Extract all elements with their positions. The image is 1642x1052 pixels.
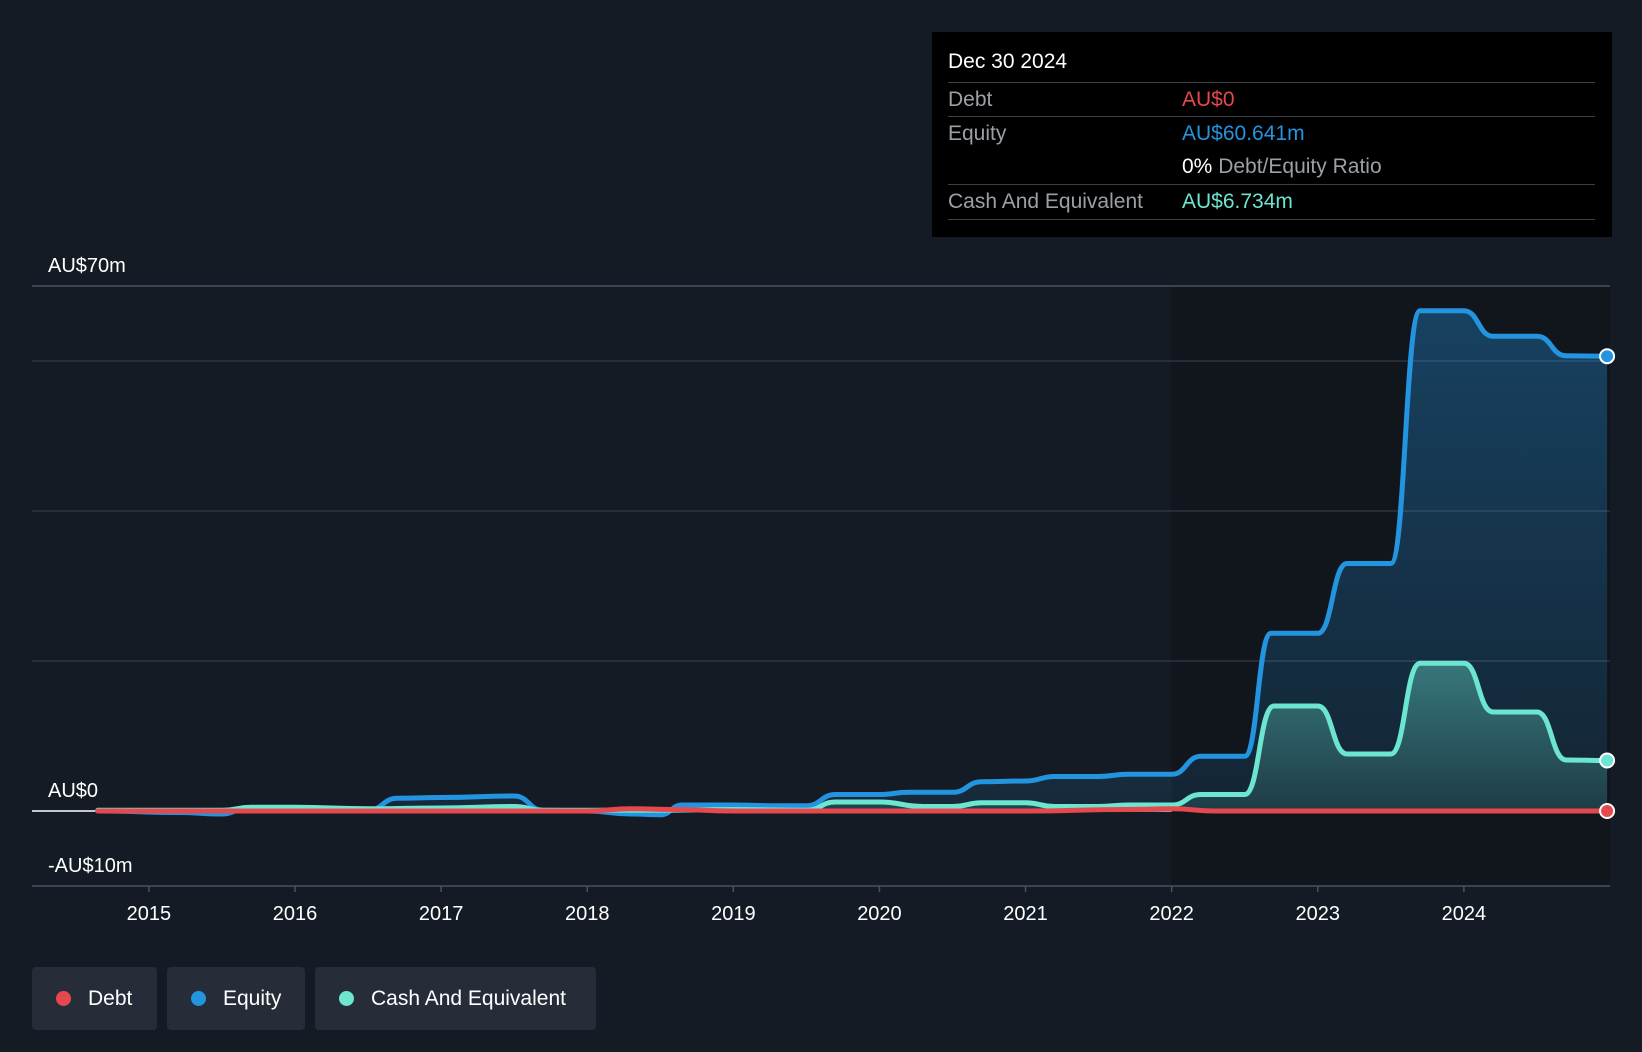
legend-label-debt: Debt bbox=[88, 987, 133, 1010]
series-areas bbox=[97, 310, 1608, 815]
x-tick-label: 2020 bbox=[857, 903, 902, 925]
tooltip-equity-value: AU$60.641m bbox=[1182, 122, 1305, 145]
tooltip-equity-label: Equity bbox=[948, 122, 1007, 145]
tooltip-cash-label: Cash And Equivalent bbox=[948, 190, 1143, 213]
data-tooltip: Dec 30 2024 Debt AU$0 Equity AU$60.641m … bbox=[932, 32, 1612, 237]
grid-lines bbox=[32, 285, 1610, 887]
legend-label-cash: Cash And Equivalent bbox=[371, 987, 566, 1010]
x-tick-label: 2017 bbox=[419, 903, 464, 925]
series-end-markers bbox=[1599, 348, 1616, 819]
tooltip-date: Dec 30 2024 bbox=[948, 50, 1068, 73]
y-tick-label: AU$70m bbox=[48, 255, 126, 277]
equity-line bbox=[95, 308, 1610, 818]
equity-end-marker bbox=[1599, 348, 1616, 365]
cash-and-equivalent-line bbox=[95, 660, 1610, 813]
tooltip-row-ratio: 0% Debt/Equity Ratio bbox=[948, 150, 1595, 184]
x-tick-label: 2018 bbox=[565, 903, 610, 925]
debt-line bbox=[95, 806, 1610, 814]
y-tick-label: -AU$10m bbox=[48, 855, 132, 877]
tooltip-row-debt: Debt AU$0 bbox=[948, 82, 1595, 117]
debt-end-marker bbox=[1599, 803, 1616, 819]
y-axis-labels: AU$70m AU$0 -AU$10m bbox=[48, 255, 132, 877]
tooltip-ratio-label: Debt/Equity Ratio bbox=[1218, 155, 1382, 178]
tooltip-row-equity: Equity AU$60.641m bbox=[948, 116, 1595, 151]
tooltip-cash-value: AU$6.734m bbox=[1182, 190, 1293, 213]
legend-item-equity[interactable]: Equity bbox=[167, 967, 305, 1030]
cash-dot-icon bbox=[339, 991, 354, 1006]
series-lines bbox=[95, 308, 1610, 818]
legend-item-debt[interactable]: Debt bbox=[32, 967, 157, 1030]
y-tick-label: AU$0 bbox=[48, 780, 98, 802]
tooltip-ratio-value: 0% bbox=[1182, 155, 1213, 178]
x-tick-label: 2016 bbox=[273, 903, 318, 925]
debt-dot-icon bbox=[56, 991, 71, 1006]
x-tick-label: 2023 bbox=[1296, 903, 1341, 925]
tooltip-ratio: 0% Debt/Equity Ratio bbox=[1182, 150, 1382, 184]
cash-and-equivalent-end-marker bbox=[1599, 752, 1616, 769]
equity-dot-icon bbox=[191, 991, 206, 1006]
legend-item-cash[interactable]: Cash And Equivalent bbox=[315, 967, 596, 1030]
tooltip-debt-value: AU$0 bbox=[1182, 88, 1235, 111]
tooltip-row-cash: Cash And Equivalent AU$6.734m bbox=[948, 184, 1595, 220]
tooltip-debt-label: Debt bbox=[948, 88, 993, 111]
x-tick-label: 2015 bbox=[127, 903, 172, 925]
x-tick-label: 2024 bbox=[1442, 903, 1487, 925]
legend-label-equity: Equity bbox=[223, 987, 282, 1010]
x-axis-labels: 2015 2016 2017 2018 2019 2020 2021 2022 2023 2024 bbox=[127, 886, 1487, 925]
x-tick-label: 2021 bbox=[1003, 903, 1048, 925]
cash-and-equivalent-area bbox=[97, 663, 1608, 811]
x-tick-label: 2019 bbox=[711, 903, 756, 925]
x-tick-label: 2022 bbox=[1149, 903, 1194, 925]
